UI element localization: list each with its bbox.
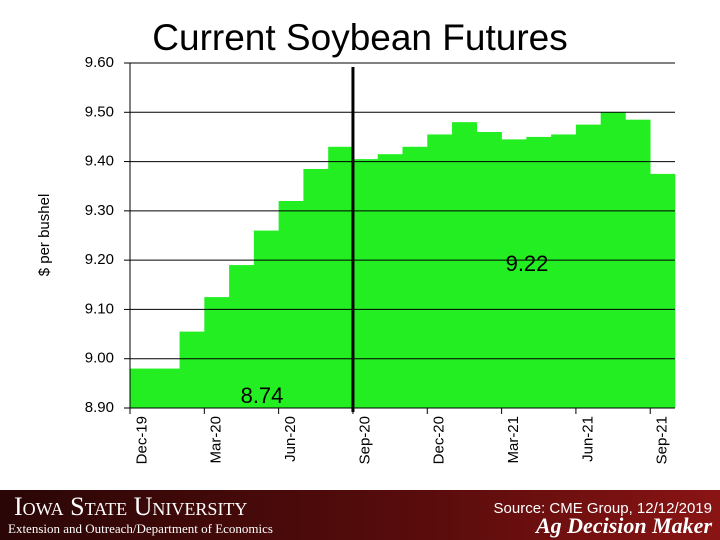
- source-note: Source: CME Group, 12/12/2019: [494, 500, 712, 517]
- bar: [377, 154, 403, 408]
- footer-band: [0, 490, 720, 540]
- x-tick-label: Mar-21: [505, 416, 522, 464]
- department: Extension and Outreach/Department of Eco…: [8, 521, 273, 536]
- bar: [551, 134, 577, 408]
- y-tick-label: 8.90: [85, 399, 114, 416]
- annotation: 9.22: [506, 251, 549, 276]
- bar: [501, 139, 527, 408]
- bar: [204, 297, 230, 408]
- x-tick-label: Dec-19: [133, 416, 150, 464]
- bar: [154, 368, 180, 408]
- university-name: Iowa State University: [14, 492, 247, 521]
- bar: [476, 132, 502, 408]
- bar: [229, 265, 255, 408]
- annotation: 8.74: [241, 383, 284, 408]
- x-tick-label: Mar-20: [208, 416, 225, 464]
- y-axis-label: $ per bushel: [36, 194, 53, 277]
- plot-area: 8.90 9.00 9.10 9.20 9.30 9.40 9.50 9.60 Dec-19 Ma…: [85, 54, 676, 464]
- bar: [625, 119, 651, 408]
- bar: [352, 159, 379, 408]
- bar: [526, 136, 552, 408]
- bar: [179, 331, 205, 408]
- y-tick-label: 9.20: [85, 251, 114, 268]
- y-tick-label: 9.10: [85, 300, 114, 317]
- y-tick-label: 9.50: [85, 103, 114, 120]
- y-tick-label: 9.60: [85, 54, 114, 71]
- y-tick-label: 9.40: [85, 153, 114, 170]
- x-tick-label: Jun-20: [282, 416, 299, 462]
- bar: [130, 368, 156, 408]
- bar: [575, 124, 601, 408]
- brand: Ag Decision Maker: [534, 513, 712, 538]
- bar: [303, 168, 329, 408]
- bar: [427, 134, 453, 408]
- x-tick-label: Sep-20: [356, 416, 373, 464]
- chart-title: Current Soybean Futures: [152, 17, 567, 58]
- x-tick-label: Jun-21: [579, 416, 596, 462]
- y-tick-label: 9.30: [85, 202, 114, 219]
- bar: [253, 230, 279, 408]
- bar: [650, 173, 676, 408]
- x-tick-label: Dec-20: [431, 416, 448, 464]
- y-tick-label: 9.00: [85, 350, 114, 367]
- x-tick-label: Sep-21: [654, 416, 671, 464]
- bar: [452, 122, 478, 409]
- bar: [402, 146, 428, 409]
- bar: [278, 201, 304, 408]
- bar: [328, 146, 354, 409]
